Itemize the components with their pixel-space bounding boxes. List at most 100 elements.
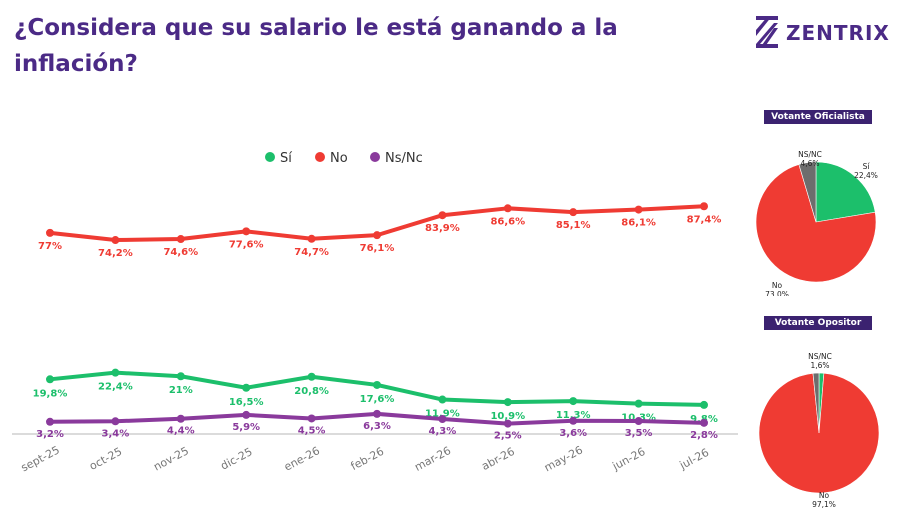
data-point-1-2 xyxy=(176,235,185,244)
pie-oficialista-slice-value-2: 4,6% xyxy=(800,159,819,168)
data-label-0-4: 20,8% xyxy=(294,386,329,397)
data-label-2-1: 3,4% xyxy=(102,428,130,439)
data-point-1-8 xyxy=(569,208,578,217)
data-point-2-10 xyxy=(700,418,708,427)
legend-marker-2 xyxy=(370,152,380,162)
data-point-2-7 xyxy=(503,419,512,428)
data-label-1-6: 83,9% xyxy=(425,223,460,234)
x-tick-label-3: dic-25 xyxy=(218,445,254,472)
data-point-0-10 xyxy=(700,400,708,409)
data-label-1-10: 87,4% xyxy=(687,214,722,225)
data-point-2-5 xyxy=(373,409,381,418)
data-label-2-3: 5,9% xyxy=(232,422,260,433)
data-label-2-2: 4,4% xyxy=(167,426,195,437)
pie-oficialista-slice-2 xyxy=(798,161,817,223)
legend-label-2: Ns/Nc xyxy=(385,151,423,166)
pie-opositor-slice-name-1: No xyxy=(819,491,830,500)
data-label-2-6: 4,3% xyxy=(429,426,457,437)
x-tick-label-5: feb-26 xyxy=(349,445,387,473)
pie-opositor-slice-name-2: NS/NC xyxy=(808,352,832,361)
data-label-0-5: 17,6% xyxy=(360,394,395,405)
x-tick-label-8: may-26 xyxy=(542,443,585,474)
data-label-2-0: 3,2% xyxy=(36,429,64,440)
pie-oficialista-slice-name-2: NS/NC xyxy=(798,150,822,159)
x-tick-label-0: sept-25 xyxy=(19,443,62,474)
data-point-2-4 xyxy=(307,414,316,423)
data-label-1-2: 74,6% xyxy=(163,247,198,258)
brand-name: ZENTRIX xyxy=(786,21,890,45)
data-point-2-6 xyxy=(438,414,447,423)
data-point-1-10 xyxy=(700,202,708,211)
data-label-2-5: 6,3% xyxy=(363,421,391,432)
legend-label-1: No xyxy=(330,151,348,166)
x-tick-label-6: mar-26 xyxy=(412,444,453,474)
pie-oficialista-panel: Votante Oficialista NS/NC 4,6% Sí 22,4% No 73… xyxy=(752,110,884,300)
data-point-0-1 xyxy=(111,368,120,377)
data-point-1-5 xyxy=(373,231,381,240)
x-tick-label-9: jun-26 xyxy=(610,445,648,473)
data-label-1-7: 86,6% xyxy=(490,216,525,227)
data-point-1-4 xyxy=(307,234,316,243)
data-label-1-0: 77% xyxy=(38,241,62,252)
pie-oficialista-slice-name-0: Sí xyxy=(863,162,871,171)
pie-oficialista-slice-name-1: No xyxy=(772,281,783,290)
data-point-0-8 xyxy=(569,397,578,406)
pie-opositor-slice-2 xyxy=(812,372,820,434)
pie-oficialista-slice-value-0: 22,4% xyxy=(854,171,878,180)
data-point-0-0 xyxy=(46,375,54,384)
x-tick-label-7: abr-26 xyxy=(479,445,516,473)
pie-opositor-title: Votante Opositor xyxy=(764,316,872,330)
pie-oficialista-title: Votante Oficialista xyxy=(764,110,872,124)
brand-logo: ZENTRIX xyxy=(752,14,892,50)
data-label-1-4: 74,7% xyxy=(294,247,329,258)
data-point-2-0 xyxy=(46,417,54,426)
data-point-2-3 xyxy=(242,410,251,419)
data-point-2-1 xyxy=(111,417,120,426)
data-label-1-8: 85,1% xyxy=(556,220,591,231)
data-point-1-3 xyxy=(242,227,251,236)
pie-oficialista-slice-1 xyxy=(755,164,877,283)
zentrix-logo-icon xyxy=(756,16,778,48)
chart-legend: Sí No Ns/Nc xyxy=(265,151,423,166)
data-point-1-9 xyxy=(634,205,643,214)
data-point-2-8 xyxy=(569,416,578,425)
data-point-0-4 xyxy=(307,372,316,381)
pie-oficialista-slice-0 xyxy=(815,161,876,223)
data-point-1-0 xyxy=(46,228,54,237)
pie-opositor-panel: Votante Opositor NS/NC 1,6% No 97,1% xyxy=(752,316,884,514)
data-label-2-7: 2,5% xyxy=(494,431,522,442)
data-label-2-8: 3,6% xyxy=(559,428,587,439)
data-point-0-3 xyxy=(242,383,251,392)
data-point-1-7 xyxy=(503,204,512,213)
x-tick-label-10: jul-26 xyxy=(677,446,711,473)
data-label-0-0: 19,8% xyxy=(33,388,68,399)
pie-opositor-slice-1 xyxy=(758,372,880,494)
data-label-0-8: 11,3% xyxy=(556,410,591,421)
data-label-0-3: 16,5% xyxy=(229,397,264,408)
data-point-0-5 xyxy=(373,380,381,389)
pie-oficialista-slice-value-1: 73,0% xyxy=(765,290,789,296)
data-label-2-4: 4,5% xyxy=(298,425,326,436)
data-label-1-3: 77,6% xyxy=(229,239,264,250)
data-point-0-7 xyxy=(503,398,512,407)
legend-marker-1 xyxy=(315,152,325,162)
data-label-1-1: 74,2% xyxy=(98,248,133,259)
page-title: ¿Considera que su salario le está ganand… xyxy=(14,15,618,77)
data-label-0-7: 10,9% xyxy=(490,411,525,422)
data-label-0-2: 21% xyxy=(169,385,193,396)
data-label-2-10: 2,8% xyxy=(690,430,718,441)
pie-opositor-slice-value-2: 1,6% xyxy=(810,361,829,370)
data-label-0-1: 22,4% xyxy=(98,382,133,393)
x-tick-label-2: nov-25 xyxy=(151,444,191,473)
data-label-1-5: 76,1% xyxy=(360,243,395,254)
data-point-0-2 xyxy=(176,372,185,381)
data-label-1-9: 86,1% xyxy=(621,218,656,229)
data-point-0-9 xyxy=(634,399,643,408)
data-point-2-9 xyxy=(634,417,643,426)
data-point-0-6 xyxy=(438,395,447,404)
legend-label-0: Sí xyxy=(280,151,292,166)
x-tick-label-4: ene-26 xyxy=(282,444,322,474)
